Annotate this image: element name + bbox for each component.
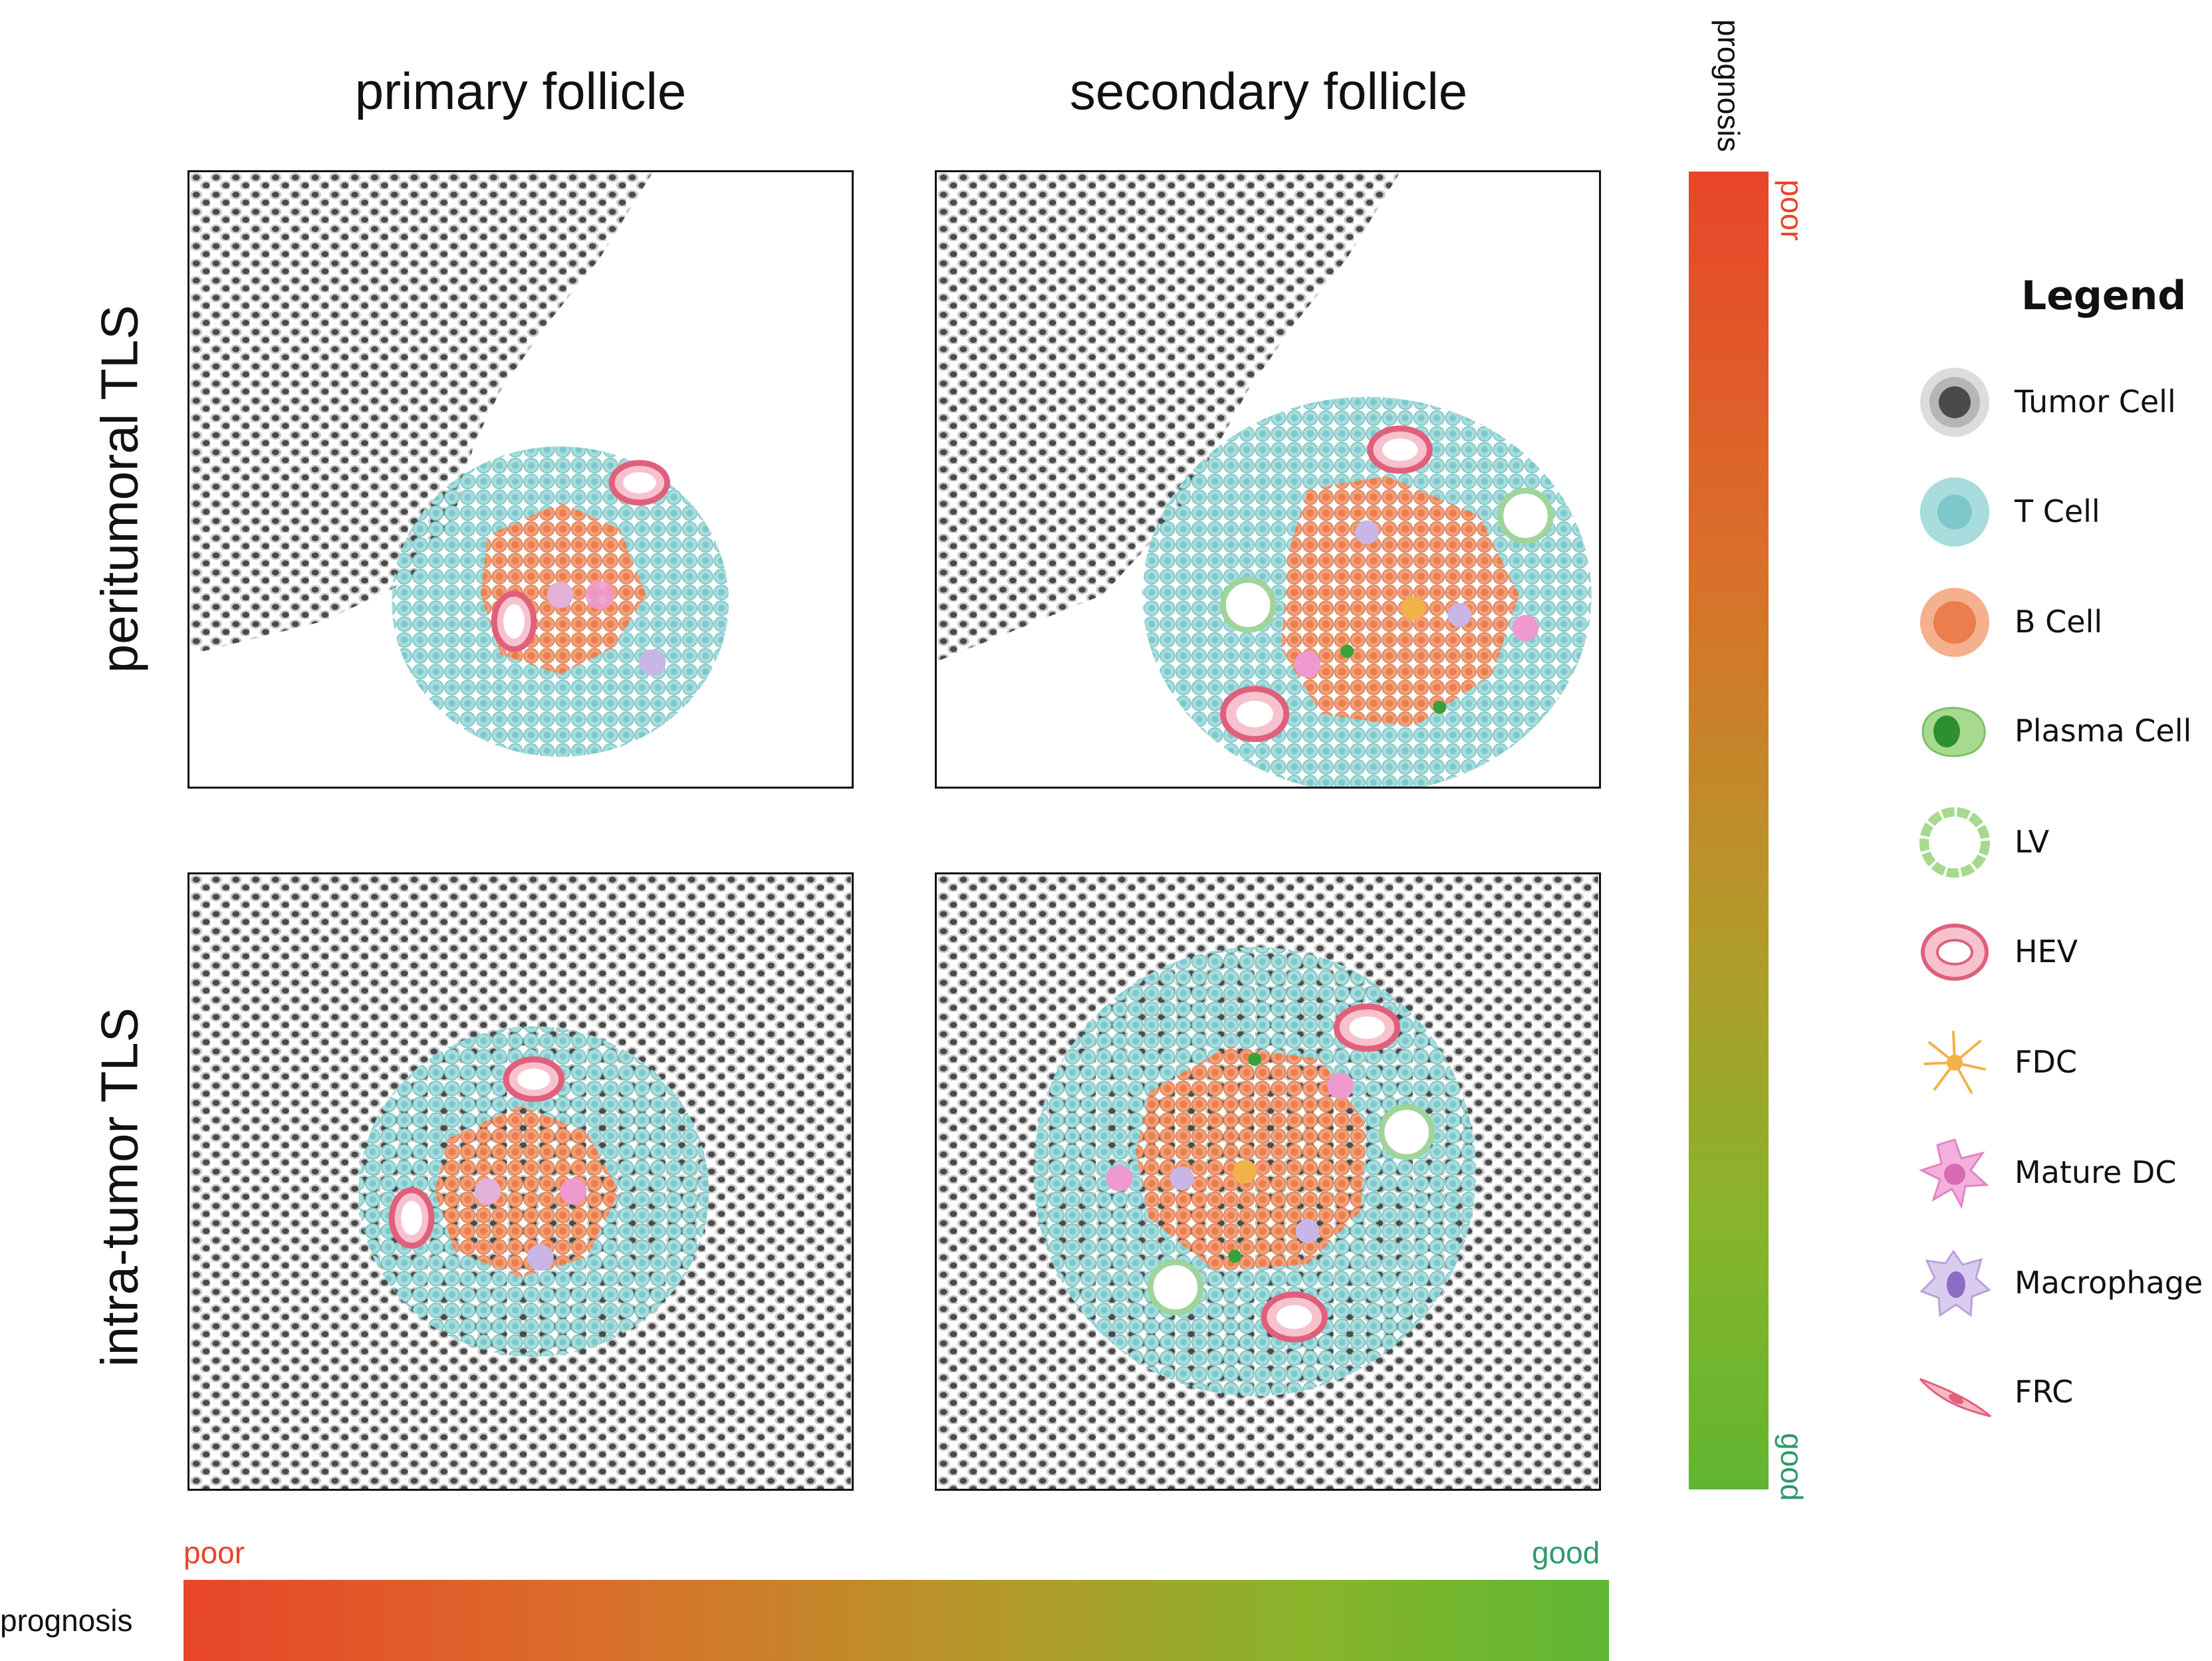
- legend-label: T Cell: [2015, 493, 2100, 529]
- b-cell-icon: [1920, 588, 1989, 657]
- panel-peritumoral-primary: [187, 170, 854, 789]
- legend-label: Plasma Cell: [2015, 713, 2192, 749]
- legend-item-macrophage: Macrophage: [1915, 1243, 2207, 1323]
- legend-item-fdc: FDC: [1915, 1023, 2207, 1102]
- legend-item-t-cell: T Cell: [1915, 472, 2207, 552]
- hev-icon: [1921, 924, 1989, 981]
- column-title-secondary-follicle: secondary follicle: [1069, 62, 1468, 120]
- legend-item-frc: FRC: [1915, 1352, 2207, 1432]
- column-title-primary-follicle: primary follicle: [354, 62, 687, 120]
- legend-item-mature-dc: Mature DC: [1915, 1133, 2207, 1213]
- legend-item-plasma-cell: Plasma Cell: [1915, 692, 2207, 771]
- legend-title: Legend: [2021, 273, 2187, 319]
- row-title-peritumoral-tls: peritumoral TLS: [90, 305, 149, 674]
- prognosis-horizontal-good-label: good: [1532, 1535, 1600, 1570]
- legend-item-b-cell: B Cell: [1915, 582, 2207, 662]
- plasma-cell-icon: [1921, 707, 1986, 757]
- legend-label: LV: [2015, 824, 2050, 860]
- tls-illustration: [937, 172, 1592, 787]
- legend-label: FRC: [2015, 1374, 2074, 1410]
- legend-label: Macrophage: [2015, 1265, 2203, 1301]
- lv-icon: [1919, 807, 1990, 878]
- macrophage-icon: [1919, 1249, 1991, 1317]
- tls-illustration: [190, 172, 729, 757]
- prognosis-horizontal-poor-label: poor: [184, 1535, 245, 1570]
- prognosis-vertical-gradient-bar: [1689, 172, 1769, 1489]
- prognosis-vertical-good-label: good: [1775, 1433, 1809, 1501]
- mature-dc-icon: [1919, 1138, 1989, 1210]
- tumor-cell-icon: [1920, 368, 1989, 437]
- fdc-icon: [1923, 1031, 1986, 1094]
- t-cell-icon: [1920, 477, 1989, 547]
- panel-intratumor-primary: [187, 872, 854, 1491]
- legend-item-tumor-cell: Tumor Cell: [1915, 362, 2207, 442]
- legend-label: Mature DC: [2015, 1154, 2177, 1190]
- legend-item-hev: HEV: [1915, 912, 2207, 992]
- panel-intratumor-secondary: [935, 872, 1601, 1491]
- frc-icon: [1919, 1378, 1991, 1418]
- legend-item-lv: LV: [1915, 803, 2207, 882]
- tls-illustration: [190, 874, 851, 1489]
- legend-label: FDC: [2015, 1044, 2077, 1080]
- legend-label: Tumor Cell: [2015, 384, 2176, 420]
- row-title-intra-tumor-tls: intra-tumor TLS: [90, 1007, 149, 1367]
- prognosis-vertical-poor-label: poor: [1775, 180, 1809, 241]
- legend-label: HEV: [2015, 934, 2078, 969]
- prognosis-horizontal-title: prognosis: [0, 1603, 133, 1638]
- prognosis-horizontal-gradient-bar: [184, 1580, 1609, 1661]
- tls-illustration: [937, 874, 1598, 1489]
- legend-label: B Cell: [2015, 604, 2103, 640]
- prognosis-vertical-title: prognosis: [1711, 19, 1746, 152]
- panel-peritumoral-secondary: [935, 170, 1601, 789]
